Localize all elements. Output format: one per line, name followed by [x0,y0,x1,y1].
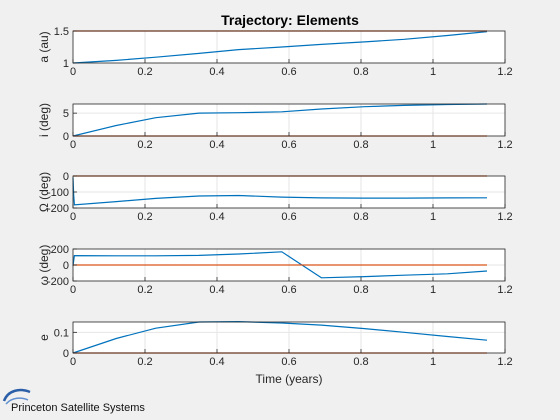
x-tick-label: 0.4 [209,66,224,78]
y-tick-label: -200 [47,276,69,288]
subplot-1: 0 0.2 0.4 0.6 0.8 1 1.2 1 1.5a (au) [37,26,513,78]
x-tick-label: 0.6 [281,211,296,223]
x-tick-label: 1 [430,139,436,151]
y-tick-label: 0 [63,131,69,143]
x-tick-label: 0.8 [353,66,368,78]
y-axis-label: a (au) [37,31,51,62]
x-tick-label: 1 [430,66,436,78]
x-tick-label: 0.8 [353,356,368,368]
company-logo [2,388,31,405]
chart-title: Trajectory: Elements [221,12,359,28]
x-tick-label: 0 [70,284,76,296]
x-tick-label: 0.4 [209,284,224,296]
y-tick-label: 1.5 [54,26,69,38]
series-line-blue [72,103,488,137]
y-axis-label: i (deg) [37,103,51,137]
x-tick-label: 1.2 [497,356,512,368]
y-tick-label: 1 [63,58,69,70]
x-tick-label: 0.2 [137,284,152,296]
x-tick-label: 0.4 [209,356,224,368]
x-axis-label: Time (years) [256,372,323,386]
series-line-blue [72,320,488,354]
x-tick-label: 0 [70,356,76,368]
x-tick-label: 0.4 [209,139,224,151]
x-tick-label: 0.2 [137,66,152,78]
y-axis-label: e [37,334,51,341]
x-tick-label: 0.8 [353,284,368,296]
x-tick-label: 0 [70,211,76,223]
subplots-group: 0 0.2 0.4 0.6 0.8 1 1.2 1 1.5a (au) 0 0.2 0.4 0.6 0.8… [37,26,513,386]
x-tick-label: 1.2 [497,211,512,223]
y-axis-label: Ω (deg) [37,172,51,212]
x-tick-label: 1.2 [497,139,512,151]
x-tick-label: 0.6 [281,356,296,368]
series-line-blue [72,251,488,279]
y-tick-label: 0 [63,348,69,360]
series-line-blue [72,177,488,206]
y-tick-label: 0 [63,260,69,272]
x-tick-label: 0.2 [137,139,152,151]
x-tick-label: 0.8 [353,139,368,151]
y-tick-label: 200 [51,244,69,256]
x-tick-label: 1 [430,284,436,296]
y-tick-label: 5 [63,108,69,120]
x-tick-label: 1.2 [497,66,512,78]
subplot-2: 0 0.2 0.4 0.6 0.8 1 1.2 0 5 i (deg) [37,103,513,151]
brand-name: Princeton Satellite Systems [11,402,145,414]
x-tick-label: 0.2 [137,211,152,223]
x-tick-label: 1 [430,356,436,368]
logo-swoosh-accent-icon [5,397,29,405]
x-tick-label: 1.2 [497,284,512,296]
y-tick-label: 0 [63,171,69,183]
y-tick-label: -100 [47,187,69,199]
x-tick-label: 0.6 [281,284,296,296]
x-tick-label: 0.4 [209,211,224,223]
y-tick-label: -200 [47,203,69,215]
subplot-5: 0 0.2 0.4 0.6 0.8 1 1.2 0 0.1e Time (years) [37,320,513,386]
x-tick-label: 0.6 [281,139,296,151]
x-tick-label: 0.6 [281,66,296,78]
x-tick-label: 0 [70,139,76,151]
y-axis-label: ω (deg) [37,245,51,286]
x-tick-label: 0 [70,66,76,78]
logo-swoosh-icon [2,388,31,402]
x-tick-label: 0.2 [137,356,152,368]
y-tick-label: 0.1 [54,327,69,339]
x-tick-label: 0.8 [353,211,368,223]
x-tick-label: 1 [430,211,436,223]
series-line-blue [72,31,488,64]
